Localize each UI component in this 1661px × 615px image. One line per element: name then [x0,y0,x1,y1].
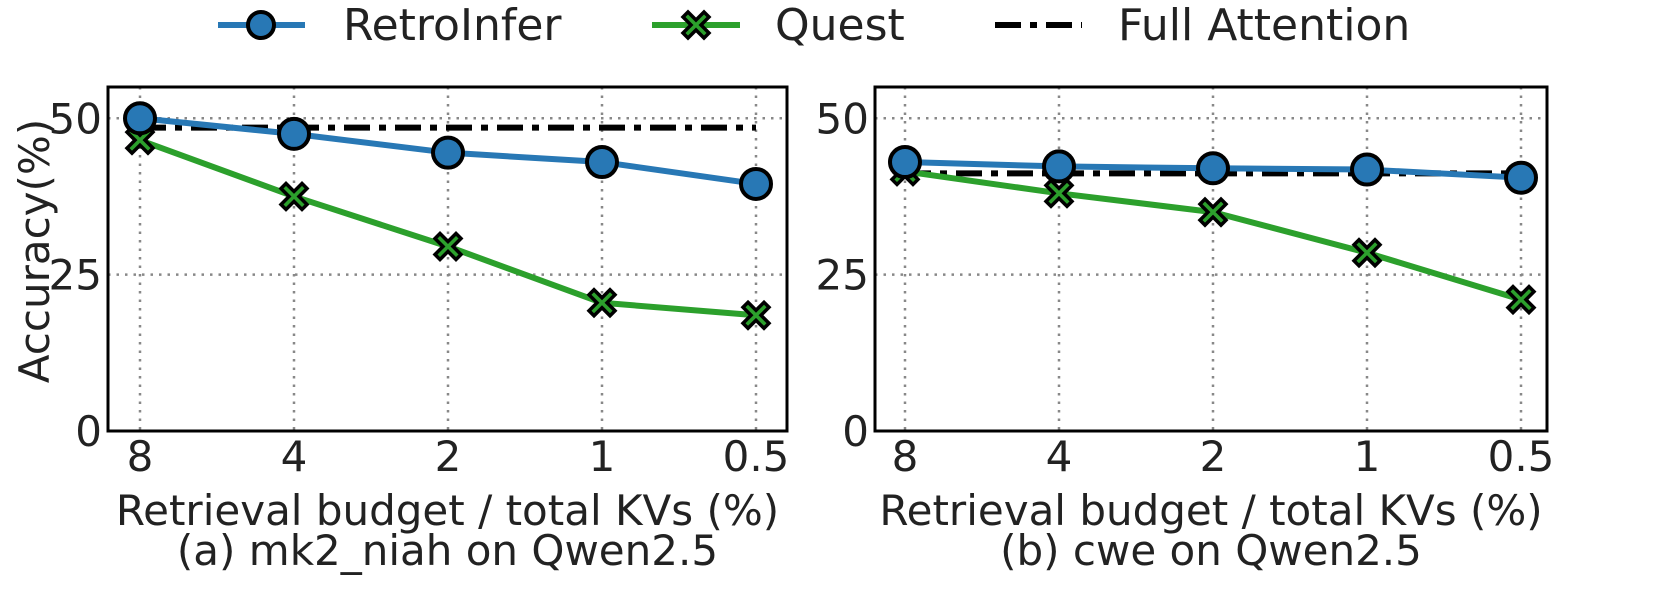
panel-a-x-tick-label: 0.5 [723,432,790,481]
panel-a-x-tick-label: 1 [589,432,616,481]
panel-b-x-tick-label: 4 [1046,432,1073,481]
panel-b-y-tick-label: 50 [816,94,869,143]
legend-retroinfer-marker [246,10,276,40]
panel-a-y-tick-label: 50 [49,94,102,143]
panel-b-quest-point-2 [1197,196,1229,228]
panel-a-x-tick-label: 4 [281,432,308,481]
panel-b-y-tick-label: 0 [842,407,869,456]
panel-a-quest-point-1 [278,180,310,212]
legend-full-attention-label: Full Attention [1118,0,1410,51]
panel-a-y-tick-label: 0 [75,407,102,456]
panel-a-x-ticks: 8 4 2 1 0.5 [127,432,790,481]
panel-b-x-tick-label: 2 [1200,432,1227,481]
panel-a-quest-point-2 [432,231,464,262]
panel-b-retroinfer-point-4 [1504,160,1538,195]
panel-b-x-tick-label: 0.5 [1488,432,1555,481]
panel-a-title: (a) mk2_niah on Qwen2.5 [177,526,718,575]
legend-retroinfer-label: RetroInfer [343,0,562,51]
panel-b-y-ticks: 0 25 50 [816,94,869,456]
panel-a-y-tick-label: 25 [49,251,102,300]
panel-a-frame [106,85,789,433]
panel-b-y-tick-label: 25 [816,251,869,300]
panel-b-markers [888,145,1538,316]
panel-b-grid [875,87,1547,431]
panel-a-x-tick-label: 2 [435,432,462,481]
panel-b-x-tick-label: 8 [892,432,919,481]
panel-a-y-ticks: 0 25 50 [49,94,102,456]
panel-b-title: (b) cwe on Qwen2.5 [1000,526,1422,575]
panel-b-retroinfer-point-3 [1350,152,1384,187]
panel-b-retroinfer-point-1 [1042,149,1076,184]
panel-b-x-axis-label: Retrieval budget / total KVs (%) [879,486,1542,535]
legend-quest-label: Quest [775,0,905,51]
panel-a-retroinfer-point-0 [123,101,157,136]
panel-b-x-ticks: 8 4 2 1 0.5 [892,432,1555,481]
legend: RetroInfer Quest Full Attention [218,0,1410,51]
panel-a-quest-point-3 [586,287,618,319]
panel-b-retroinfer-point-2 [1196,151,1230,186]
panel-b-x-tick-label: 1 [1354,432,1381,481]
panel-a-retroinfer-point-2 [431,135,465,170]
panel-a-quest-point-4 [740,299,772,331]
legend-item-quest: Quest [652,0,905,51]
panel-a-x-tick-label: 8 [127,432,154,481]
legend-quest-marker [680,9,712,41]
panel-a-retroinfer-point-1 [277,116,311,151]
legend-item-retroinfer: RetroInfer [218,0,562,51]
panel-b-quest-point-4 [1505,284,1537,316]
panel-b-frame [873,85,1549,433]
panel-a-retroinfer-point-3 [585,145,619,180]
panel-a-grid [108,87,787,431]
panel-b-retroinfer-point-0 [888,145,922,180]
panel-a-retroinfer-point-4 [739,166,773,201]
chart-panel-a: 0 25 50 8 4 2 1 0.5 Accuracy(%) Retrieval budg… [10,85,790,575]
panel-b-quest-point-3 [1351,237,1383,269]
legend-item-full-attention: Full Attention [995,0,1410,51]
chart-panel-b: 0 25 50 8 4 2 1 0.5 Retrieval budget / total K… [816,85,1555,575]
panel-a-markers [123,101,773,331]
panel-a-y-axis-label: Accuracy(%) [10,119,59,383]
panel-a-x-axis-label: Retrieval budget / total KVs (%) [116,486,779,535]
